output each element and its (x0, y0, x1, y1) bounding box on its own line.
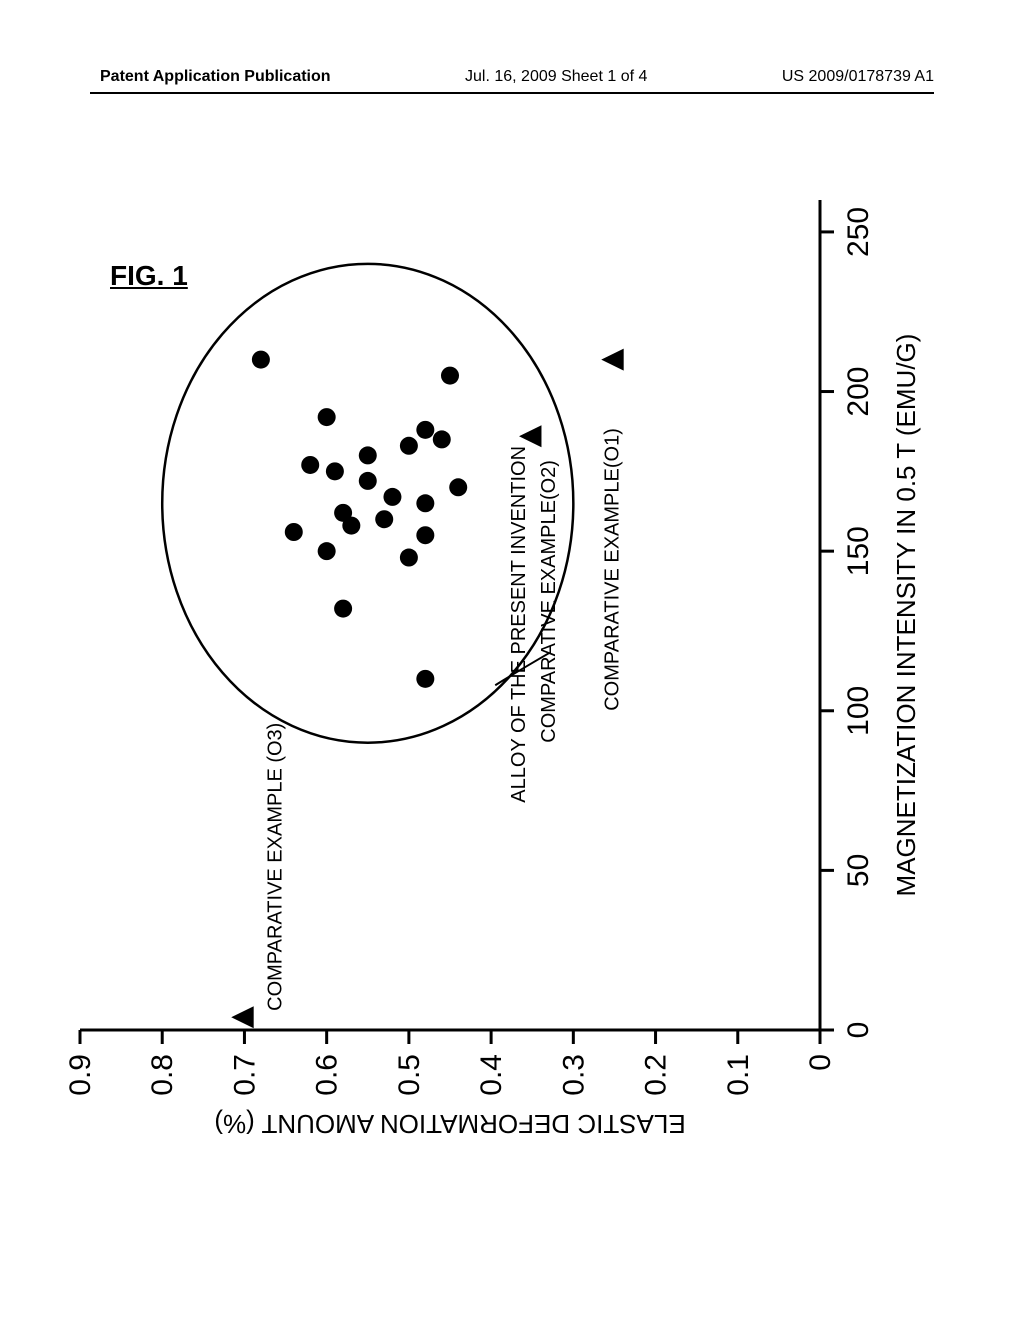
page-header: Patent Application Publication Jul. 16, … (0, 68, 1024, 86)
data-point (318, 542, 336, 560)
annotation-o1: COMPARATIVE EXAMPLE(O1) (602, 428, 624, 711)
svg-text:0: 0 (804, 1054, 837, 1071)
svg-text:100: 100 (842, 686, 875, 736)
data-point (359, 472, 377, 490)
comparative-point (519, 425, 541, 447)
annotation-invention: ALLOY OF THE PRESENT INVENTION (508, 446, 530, 803)
data-point (433, 430, 451, 448)
svg-text:0.2: 0.2 (640, 1054, 673, 1096)
comparative-point (231, 1006, 253, 1028)
svg-text:0.9: 0.9 (64, 1054, 97, 1096)
comparative-point (601, 349, 623, 371)
header-divider (90, 92, 934, 94)
data-point (416, 670, 434, 688)
data-point (400, 437, 418, 455)
svg-text:150: 150 (842, 526, 875, 576)
data-point (416, 421, 434, 439)
data-point (301, 456, 319, 474)
data-point (416, 526, 434, 544)
header-left: Patent Application Publication (100, 68, 331, 86)
header-right: US 2009/0178739 A1 (782, 68, 934, 86)
data-point (416, 494, 434, 512)
svg-text:250: 250 (842, 207, 875, 257)
svg-text:50: 50 (842, 854, 875, 887)
data-point (383, 488, 401, 506)
svg-text:0.4: 0.4 (475, 1054, 508, 1096)
data-point (285, 523, 303, 541)
data-point (318, 408, 336, 426)
page: Patent Application Publication Jul. 16, … (0, 0, 1024, 1320)
data-point (441, 367, 459, 385)
svg-text:0.3: 0.3 (557, 1054, 590, 1096)
svg-text:0.7: 0.7 (228, 1054, 261, 1096)
svg-text:0.8: 0.8 (146, 1054, 179, 1096)
data-point (252, 351, 270, 369)
data-point (400, 549, 418, 567)
svg-text:200: 200 (842, 367, 875, 417)
svg-text:0.5: 0.5 (393, 1054, 426, 1096)
data-point (359, 446, 377, 464)
svg-text:0: 0 (842, 1022, 875, 1039)
scatter-chart: 0 0.1 0.2 0.3 0.4 0.5 0.6 0.7 0.8 0.9 0 50 100 150 200… (50, 170, 950, 1150)
annotation-o3: COMPARATIVE EXAMPLE (O3) (264, 723, 286, 1011)
data-point (449, 478, 467, 496)
annotation-o2: COMPARATIVE EXAMPLE(O2) (538, 460, 560, 743)
data-point (375, 510, 393, 528)
data-point (334, 600, 352, 618)
chart-container: 0 0.1 0.2 0.3 0.4 0.5 0.6 0.7 0.8 0.9 0 50 100 150 200… (50, 170, 950, 1150)
header-center: Jul. 16, 2009 Sheet 1 of 4 (465, 68, 647, 86)
data-point (334, 504, 352, 522)
y-axis-label: ELASTIC DEFORMATION AMOUNT (%) (214, 1109, 685, 1139)
x-axis-label: MAGNETIZATION INTENSITY IN 0.5 T (EMU/G) (891, 334, 921, 897)
svg-text:0.1: 0.1 (722, 1054, 755, 1096)
svg-text:0.6: 0.6 (311, 1054, 344, 1096)
data-point (326, 462, 344, 480)
